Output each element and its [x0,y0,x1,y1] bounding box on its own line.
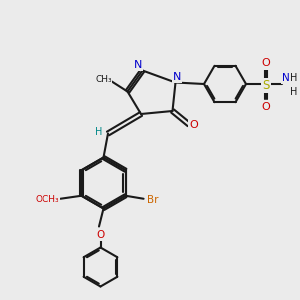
Text: H: H [95,127,103,136]
Text: O: O [189,121,198,130]
Text: OCH₃: OCH₃ [35,195,59,204]
Text: O: O [262,58,271,68]
Text: N: N [282,74,290,83]
Text: N: N [173,72,181,82]
Text: H: H [290,74,297,83]
Text: N: N [134,60,142,70]
Text: O: O [262,102,271,112]
Text: O: O [96,230,105,240]
Text: CH₃: CH₃ [95,75,112,84]
Text: S: S [262,79,270,92]
Text: Br: Br [147,195,158,205]
Text: H: H [290,87,297,97]
